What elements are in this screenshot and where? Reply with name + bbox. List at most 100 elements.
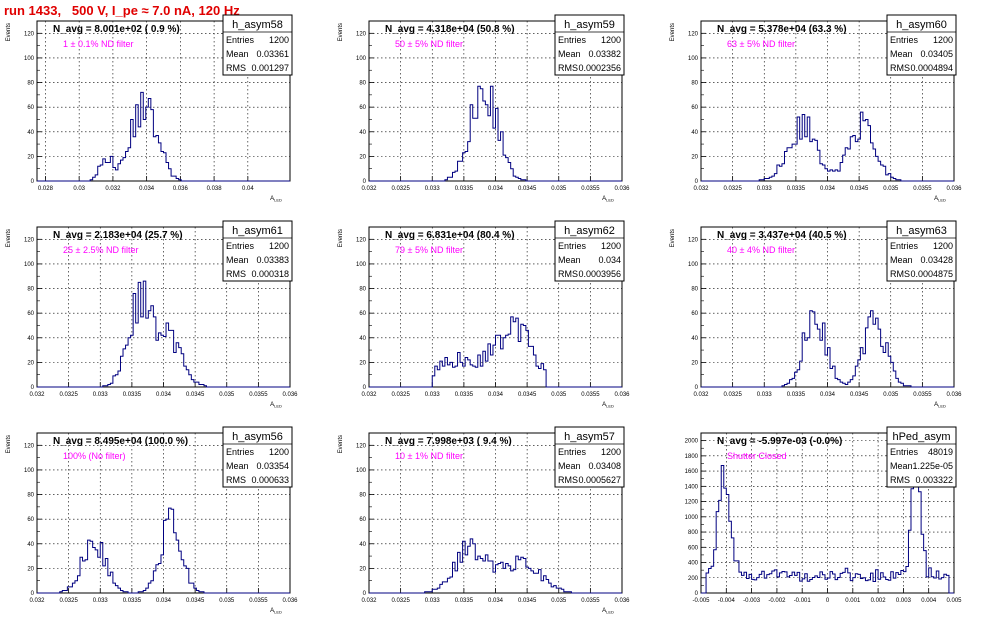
stat-value-entries: 1200	[933, 241, 953, 251]
x-tick-label: 0.033	[93, 598, 109, 604]
y-tick-label: 40	[359, 336, 366, 342]
histogram-panel: -0.005 -0.004 -0.003 -0.002 -0.001 0 0.001 0.00…	[685, 426, 962, 604]
y-tick-label: 20	[359, 566, 366, 572]
y-tick-label: 60	[27, 311, 34, 317]
x-axis-label: ALED	[934, 196, 946, 203]
y-tick-label: 400	[688, 561, 699, 567]
x-tick-label: 0.0355	[581, 186, 600, 192]
y-tick-label: 60	[359, 105, 366, 111]
navg-label: N_avg = 8.001e+02 ( 0.9 %)	[53, 24, 180, 35]
x-tick-label: 0.0345	[850, 186, 869, 192]
y-tick-label: 80	[691, 287, 698, 293]
x-tick-label: 0.036	[173, 186, 189, 192]
stat-key-mean: Mean	[558, 255, 581, 265]
stat-key-rms: RMS	[558, 63, 578, 73]
x-tick-label: 0.033	[425, 186, 441, 192]
y-tick-label: 20	[27, 360, 34, 366]
filter-label: 10 ± 1% ND filter	[395, 451, 463, 461]
plot-frame	[36, 20, 291, 182]
x-tick-label: 0.002	[871, 598, 887, 604]
stats-box	[222, 14, 293, 76]
x-tick-label: 0.036	[614, 598, 630, 604]
x-tick-label: -0.002	[768, 598, 786, 604]
x-tick-label: 0.0355	[581, 392, 600, 398]
stat-value-mean: 0.03405	[920, 49, 953, 59]
y-tick-label: 600	[688, 545, 699, 551]
stat-value-rms: 0.000318	[251, 269, 289, 279]
y-tick-label: 0	[695, 591, 699, 597]
x-tick-label: 0.034	[488, 186, 504, 192]
stat-key-rms: RMS	[226, 475, 246, 485]
histogram-line	[37, 91, 290, 182]
stats-box	[222, 426, 293, 488]
stat-value-mean: 0.03382	[588, 49, 621, 59]
histogram-panel: 0.032 0.0325 0.033 0.0335 0.034 0.0345 0.035 0.…	[338, 14, 630, 203]
filter-label: 100% (No filter)	[63, 451, 126, 461]
stat-value-rms: 0.0002356	[578, 63, 621, 73]
x-tick-label: 0.0325	[59, 598, 78, 604]
y-tick-label: 40	[359, 130, 366, 136]
histogram-name: h_asym58	[232, 19, 283, 31]
y-axis-label: Events	[338, 23, 344, 41]
filter-label: 1 ± 0.1% ND filter	[63, 39, 133, 49]
y-tick-label: 20	[27, 566, 34, 572]
y-tick-label: 40	[27, 130, 34, 136]
x-tick-label: 0.005	[946, 598, 962, 604]
histogram-name: h_asym60	[896, 19, 947, 31]
y-tick-label: 100	[24, 262, 35, 268]
histogram-panel: 0.032 0.0325 0.033 0.0335 0.034 0.0345 0.035 0.…	[6, 426, 298, 615]
histogram-line	[37, 280, 290, 388]
histogram-line	[701, 465, 954, 594]
x-tick-label: 0.033	[757, 186, 773, 192]
y-tick-label: 100	[356, 56, 367, 62]
x-tick-label: 0.036	[614, 392, 630, 398]
navg-label: N_avg = 7.998e+03 ( 9.4 %)	[385, 436, 512, 447]
x-tick-label: 0.028	[38, 186, 54, 192]
y-tick-label: 20	[691, 360, 698, 366]
navg-label: N_avg = 3.437e+04 (40.5 %)	[717, 230, 847, 241]
stat-key-rms: RMS	[890, 269, 910, 279]
y-tick-label: 20	[359, 360, 366, 366]
stat-value-entries: 1200	[601, 447, 621, 457]
x-tick-label: 0.032	[693, 392, 709, 398]
x-tick-label: 0.0335	[455, 392, 474, 398]
x-tick-label: 0.032	[361, 186, 377, 192]
stat-value-mean: 0.03354	[256, 461, 289, 471]
stats-box	[222, 220, 293, 282]
stat-value-mean: 0.03408	[588, 461, 621, 471]
x-tick-label: 0.034	[488, 598, 504, 604]
y-tick-label: 40	[27, 336, 34, 342]
x-tick-label: -0.005	[692, 598, 710, 604]
y-tick-label: 0	[695, 385, 699, 391]
navg-label: N_avg = 5.378e+04 (63.3 %)	[717, 24, 847, 35]
navg-label: N_avg = -5.997e-03 (-0.0%)	[717, 436, 842, 447]
y-tick-label: 40	[359, 542, 366, 548]
y-tick-label: 80	[359, 81, 366, 87]
y-tick-label: 60	[691, 311, 698, 317]
stat-key-entries: Entries	[226, 241, 255, 251]
y-tick-label: 40	[691, 130, 698, 136]
stat-key-entries: Entries	[226, 35, 255, 45]
y-axis-label: Events	[338, 229, 344, 247]
y-axis-label: Events	[670, 23, 676, 41]
x-tick-label: 0.0335	[123, 598, 142, 604]
x-tick-label: 0.0325	[391, 392, 410, 398]
histogram-panel: 0.028 0.03 0.032 0.034 0.036 0.038 0.04 0 20 40 60…	[6, 14, 293, 203]
histogram-panel: 0.032 0.0325 0.033 0.0335 0.034 0.0345 0.035 0.…	[670, 14, 962, 203]
stat-value-rms: 0.0004875	[910, 269, 953, 279]
x-tick-label: 0.001	[845, 598, 861, 604]
navg-label: N_avg = 2.183e+04 (25.7 %)	[53, 230, 183, 241]
histogram-panel: 0.032 0.0325 0.033 0.0335 0.034 0.0345 0.035 0.…	[338, 426, 630, 615]
x-tick-label: 0.0355	[913, 186, 932, 192]
histogram-line	[369, 85, 622, 182]
x-tick-label: -0.004	[718, 598, 736, 604]
histogram-name: h_asym62	[564, 225, 615, 237]
y-tick-label: 80	[27, 493, 34, 499]
navg-label: N_avg = 4.318e+04 (50.8 %)	[385, 24, 515, 35]
x-tick-label: 0.035	[883, 392, 899, 398]
stat-key-entries: Entries	[890, 241, 919, 251]
y-tick-label: 60	[27, 517, 34, 523]
y-tick-label: 1000	[685, 515, 699, 521]
y-tick-label: 120	[24, 237, 35, 243]
